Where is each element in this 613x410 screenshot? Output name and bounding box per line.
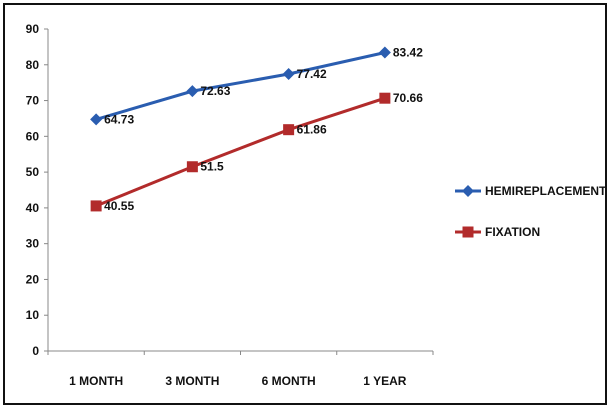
series-hemireplacement: 64.73 72.63 77.42 83.42: [90, 46, 423, 126]
y-tick-label: 70: [26, 94, 40, 108]
series-line: [95, 51, 386, 121]
line-chart: 0 10 20 30 40 50 60 70 80 90 1 MONTH 3 MONTH 6 MONT…: [26, 22, 605, 388]
series-group: 64.73 72.63 77.42 83.42 40.55 51.5 61.86 70.66: [90, 46, 423, 213]
data-label: 72.63: [200, 84, 230, 98]
y-tick-label: 90: [26, 22, 40, 36]
y-tick-label: 0: [32, 344, 39, 358]
y-tick-label: 20: [26, 272, 40, 286]
x-tick-label: 1 MONTH: [69, 374, 123, 388]
y-tick-label: 10: [26, 308, 40, 322]
axes: [47, 29, 433, 352]
data-point: [283, 124, 295, 136]
data-point: [90, 200, 102, 212]
legend-label: HEMIREPLACEMENT: [485, 184, 605, 198]
data-point: [379, 92, 391, 104]
y-axis-ticks: 0 10 20 30 40 50 60 70 80 90: [26, 22, 48, 358]
y-tick-label: 40: [26, 201, 40, 215]
chart-frame: 0 10 20 30 40 50 60 70 80 90 1 MONTH 3 MONTH 6 MONT…: [3, 3, 607, 405]
data-point: [90, 113, 103, 126]
data-point: [282, 68, 295, 81]
data-label: 61.86: [297, 123, 327, 137]
data-label: 40.55: [104, 199, 134, 213]
data-point: [186, 161, 198, 173]
series-line: [95, 96, 386, 208]
legend-entry: HEMIREPLACEMENT: [455, 184, 605, 198]
x-axis-ticks: 1 MONTH 3 MONTH 6 MONTH 1 YEAR: [47, 351, 434, 388]
y-tick-label: 60: [26, 129, 40, 143]
y-tick-label: 30: [26, 237, 40, 251]
legend: HEMIREPLACEMENT FIXATION: [455, 184, 605, 239]
x-tick-label: 6 MONTH: [262, 374, 316, 388]
data-label: 77.42: [297, 67, 327, 81]
x-tick-label: 1 YEAR: [363, 374, 406, 388]
data-label: 51.5: [200, 160, 224, 174]
x-tick-label: 3 MONTH: [165, 374, 219, 388]
data-point: [186, 85, 199, 98]
series-fixation: 40.55 51.5 61.86 70.66: [90, 91, 423, 213]
data-label: 83.42: [393, 46, 423, 60]
legend-entry: FIXATION: [455, 225, 540, 239]
y-tick-label: 80: [26, 58, 40, 72]
data-label: 64.73: [104, 112, 134, 126]
legend-marker: [462, 185, 474, 197]
data-label: 70.66: [393, 91, 423, 105]
legend-marker: [462, 226, 474, 238]
y-tick-label: 50: [26, 165, 40, 179]
legend-label: FIXATION: [485, 225, 540, 239]
data-point: [378, 46, 391, 59]
